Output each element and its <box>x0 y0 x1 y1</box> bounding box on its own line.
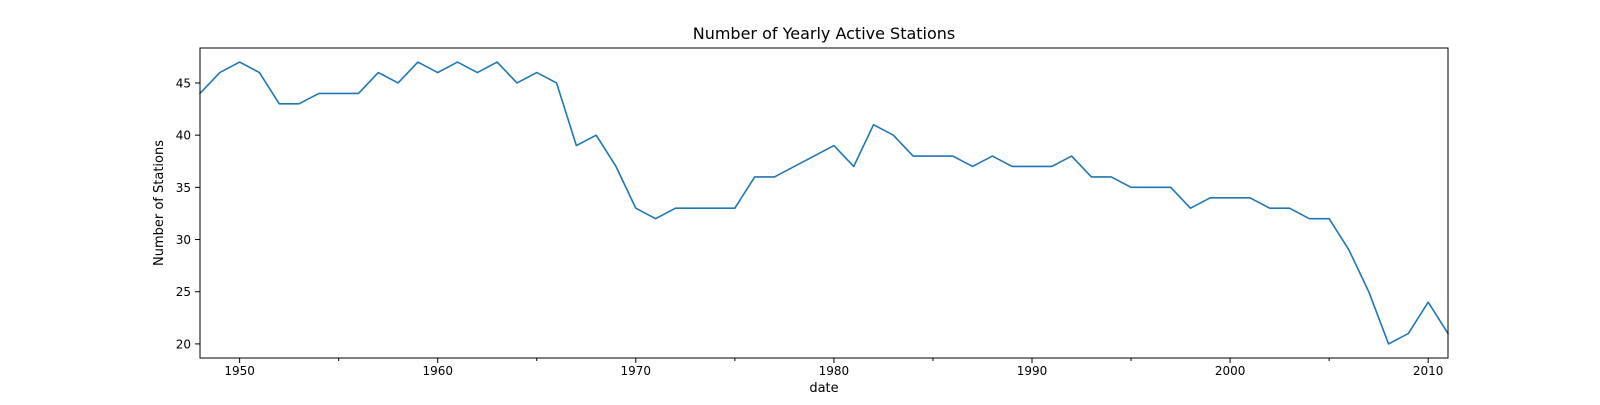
chart-title: Number of Yearly Active Stations <box>693 24 956 43</box>
x-tick-label: 1950 <box>224 364 255 378</box>
x-tick-label: 2000 <box>1215 364 1246 378</box>
y-axis-label: Number of Stations <box>152 140 167 266</box>
y-tick-label: 40 <box>176 129 191 143</box>
y-tick-label: 25 <box>176 285 191 299</box>
y-tick-label: 20 <box>176 337 191 351</box>
x-tick-label: 1970 <box>621 364 652 378</box>
x-tick-label: 1960 <box>422 364 453 378</box>
y-tick-label: 45 <box>176 76 191 90</box>
y-tick-label: 30 <box>176 233 191 247</box>
x-tick-label: 1990 <box>1017 364 1048 378</box>
x-tick-label: 2010 <box>1413 364 1444 378</box>
y-tick-label: 35 <box>176 181 191 195</box>
x-axis-label: date <box>809 381 838 396</box>
x-tick-label: 1980 <box>819 364 850 378</box>
